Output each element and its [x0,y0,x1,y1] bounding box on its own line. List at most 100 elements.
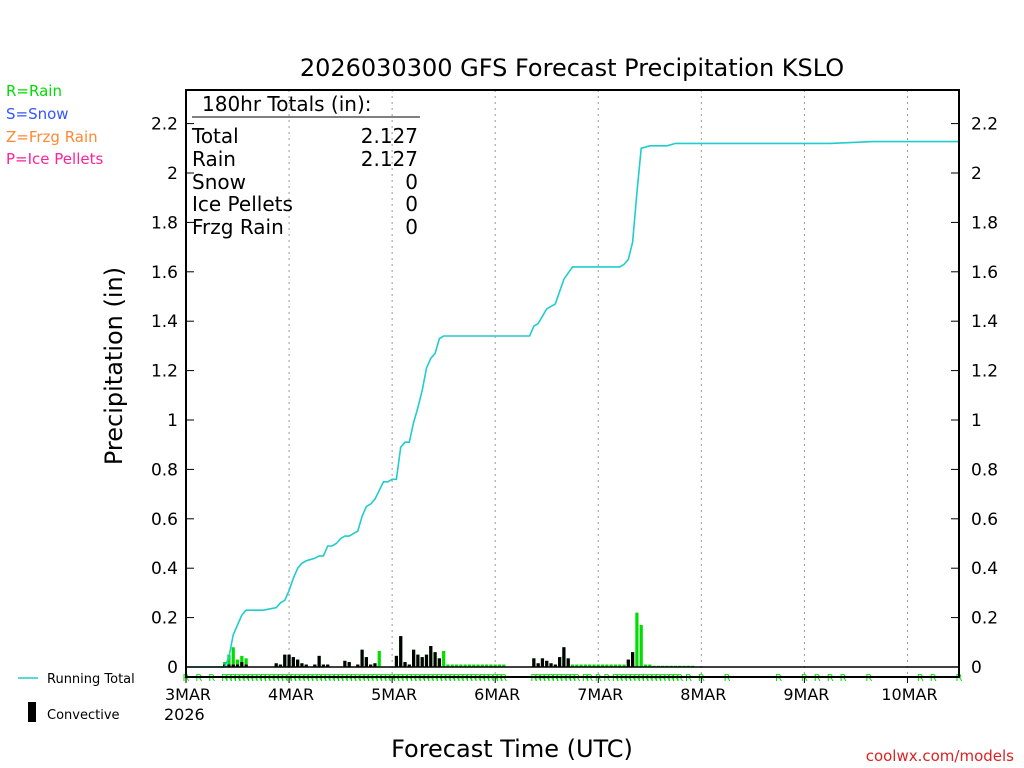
precip-type-marker: R [586,673,593,684]
totals-label-snow: Snow [192,170,246,194]
precip-type-marker: R [307,673,314,684]
precip-type-marker: R [449,673,456,684]
precip-bar [240,655,244,667]
y-tick-label-right: 1.4 [971,312,998,332]
y-tick-label-left: 0.8 [151,460,178,480]
precip-type-marker: R [406,673,413,684]
precip-bar [588,664,592,667]
precip-type-marker: R [225,673,232,684]
precip-type-marker: R [552,673,559,684]
totals-value-total: 2.127 [361,124,418,148]
precip-type-marker: R [573,673,580,684]
precip-type-marker: R [724,673,731,684]
totals-label-frzg-rain: Frzg Rain [192,215,284,239]
convective-bar [360,649,364,667]
precip-type-marker: R [483,673,490,684]
precip-type-marker: R [487,673,494,684]
precip-bar [459,664,463,667]
x-tick-label: 5MAR [371,685,417,704]
precip-type-marker: R [638,673,645,684]
precip-type-marker: R [359,673,366,684]
convective-bar [278,664,283,667]
y-tick-label-right: 1.6 [971,263,998,283]
convective-bar [558,657,562,667]
series-legend: Running Total Convective [18,672,135,723]
convective-bar [364,657,368,667]
convective-bar [235,664,240,667]
precip-type-marker: R [470,673,477,684]
precip-bar [467,664,472,667]
y-tick-label-right: 0 [971,658,982,678]
convective-bar [532,658,536,667]
precip-type-marker: R [672,673,679,684]
convective-bar [545,660,549,667]
precip-type-marker: R [930,673,937,684]
precip-type-marker: R [539,673,546,684]
convective-bar [407,664,411,667]
y-tick-label-left: 0.2 [151,609,178,629]
precip-type-marker: R [612,673,619,684]
convective-bar [347,662,351,667]
convective-bar [283,654,287,667]
convective-bar [437,658,441,667]
precip-type-marker: R [281,673,288,684]
precip-type-marker: R [234,673,241,684]
precip-bar [497,664,502,667]
convective-swatch [28,702,36,722]
y-tick-label-left: 0.4 [151,559,178,579]
y-tick-label-right: 0.6 [971,510,998,530]
precip-type-marker: R [543,673,550,684]
precip-type-marker: R [243,673,250,684]
precip-bar [450,664,454,667]
precip-type-marker: R [311,673,318,684]
y-tick-label-right: 2 [971,164,982,184]
convective-bar [274,663,278,667]
precip-type-marker: R [659,673,666,684]
precip-type-marker: R [268,673,275,684]
precip-type-marker: R [603,673,610,684]
precip-type-marker: R [616,673,623,684]
precip-type-marker: R [479,673,486,684]
totals-header: 180hr Totals (in): [202,92,372,116]
convective-bar [304,664,308,667]
legend-ice-pellets: P=Ice Pellets [6,150,103,168]
precip-type-marker: R [432,673,439,684]
precip-bar [463,664,467,667]
precip-type-marker: R [582,673,589,684]
precip-type-marker: R [457,673,464,684]
precip-bar [575,664,579,667]
totals-value-rain: 2.127 [361,147,418,171]
credit-text: coolwx.com/models [866,747,1014,765]
convective-bar [631,652,635,667]
precip-type-marker: R [466,673,473,684]
precip-type-marker: R [410,673,417,684]
precip-type-marker: R [530,673,537,684]
precip-type-marker: R [367,673,374,684]
precip-type-marker: R [316,673,323,684]
precip-type-marker: R [500,673,507,684]
precip-type-marker: R [350,673,357,684]
precip-type-marker: R [320,673,327,684]
precip-bar [613,664,618,667]
precip-type-marker: R [384,673,391,684]
y-tick-label-left: 2 [167,164,178,184]
convective-bar [403,662,407,667]
y-axis-label: Precipitation (in) [100,267,128,465]
precip-bar [648,664,652,667]
precip-bar [377,650,381,667]
y-tick-label-left: 1.6 [151,263,178,283]
precip-type-marker: R [393,673,400,684]
y-tick-label-left: 1.8 [151,213,178,233]
convective-bar [394,655,399,667]
x-tick-label: 8MAR [680,685,726,704]
totals-value-snow: 0 [405,170,418,194]
precip-bar [244,658,248,667]
precip-type-marker: R [260,673,267,684]
y-tick-label-left: 0.6 [151,510,178,530]
precip-type-marker: R [535,673,542,684]
precip-type-marker: R [655,673,662,684]
precip-type-marker: R [251,673,258,684]
y-tick-label-left: 0 [167,658,178,678]
convective-bar [296,659,300,667]
